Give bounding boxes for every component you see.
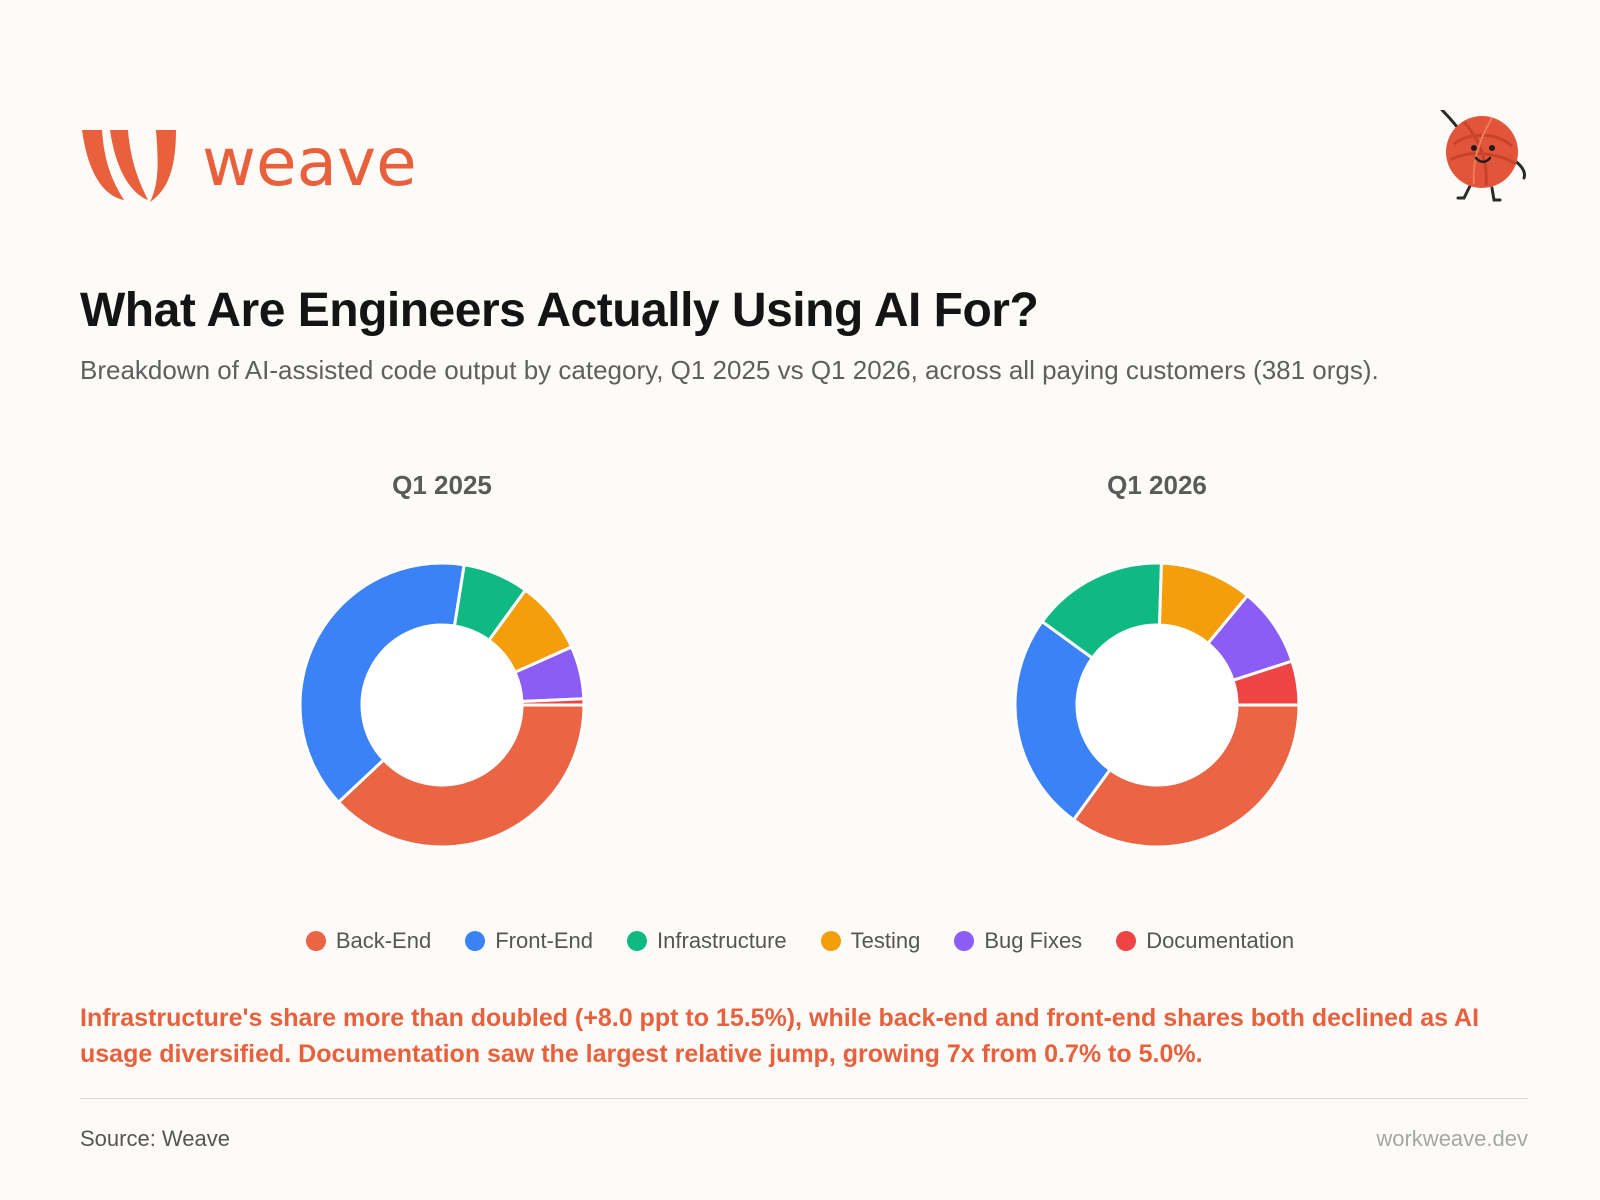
legend-dot-testing [820, 931, 841, 951]
legend-dot-infrastructure [627, 931, 648, 951]
legend-label-testing: Testing [850, 928, 921, 953]
page-title: What Are Engineers Actually Using AI For… [80, 284, 1039, 337]
legend-dot-front-end [465, 931, 486, 951]
legend-label-documentation: Documentation [1146, 928, 1295, 953]
legend-label-front-end: Front-End [495, 928, 594, 953]
donut-slice-front-end[interactable] [1013, 619, 1113, 822]
legend-item-back-end[interactable]: Back-End [305, 928, 432, 954]
donut-chart-q1-2026 [1013, 561, 1301, 849]
legend-label-infrastructure: Infrastructure [657, 928, 787, 953]
site-link[interactable]: workweave.dev [1376, 1126, 1528, 1151]
legend-item-infrastructure[interactable]: Infrastructure [627, 928, 787, 954]
legend-label-bug-fixes: Bug Fixes [984, 928, 1083, 953]
page-subtitle: Breakdown of AI-assisted code output by … [80, 355, 1379, 385]
source-note: Source: Weave [80, 1126, 231, 1151]
legend-item-front-end[interactable]: Front-End [465, 928, 593, 954]
legend-item-bug-fixes[interactable]: Bug Fixes [954, 928, 1082, 954]
chart-title-q1-2025: Q1 2025 [392, 470, 492, 500]
weave-logo[interactable]: weave [80, 128, 417, 204]
donut-slice-back-end[interactable] [336, 703, 586, 849]
legend-dot-bug-fixes [954, 931, 975, 951]
donut-slice-back-end[interactable] [1071, 703, 1301, 849]
legend-item-testing[interactable]: Testing [820, 928, 921, 954]
donut-slice-front-end[interactable] [298, 561, 466, 805]
footer-divider [80, 1098, 1528, 1099]
chart-legend: Back-End Front-End Infrastructure Testin… [0, 928, 1600, 954]
legend-dot-back-end [305, 931, 326, 951]
legend-item-documentation[interactable]: Documentation [1116, 928, 1294, 954]
weave-wordmark: weave [202, 124, 417, 201]
donut-hole [363, 626, 521, 784]
chart-title-q1-2026: Q1 2026 [1107, 470, 1207, 500]
donut-slice-documentation[interactable] [520, 697, 586, 707]
donut-hole [1078, 626, 1236, 784]
legend-dot-documentation [1116, 931, 1137, 951]
yarn-ball-mascot-icon [1440, 110, 1526, 202]
donut-chart-q1-2025 [298, 561, 586, 849]
weave-logo-icon [82, 130, 176, 202]
legend-label-back-end: Back-End [335, 928, 432, 953]
donut-slice-documentation[interactable] [1231, 659, 1301, 707]
key-insight-text: Infrastructure's share more than doubled… [80, 1004, 1480, 1068]
